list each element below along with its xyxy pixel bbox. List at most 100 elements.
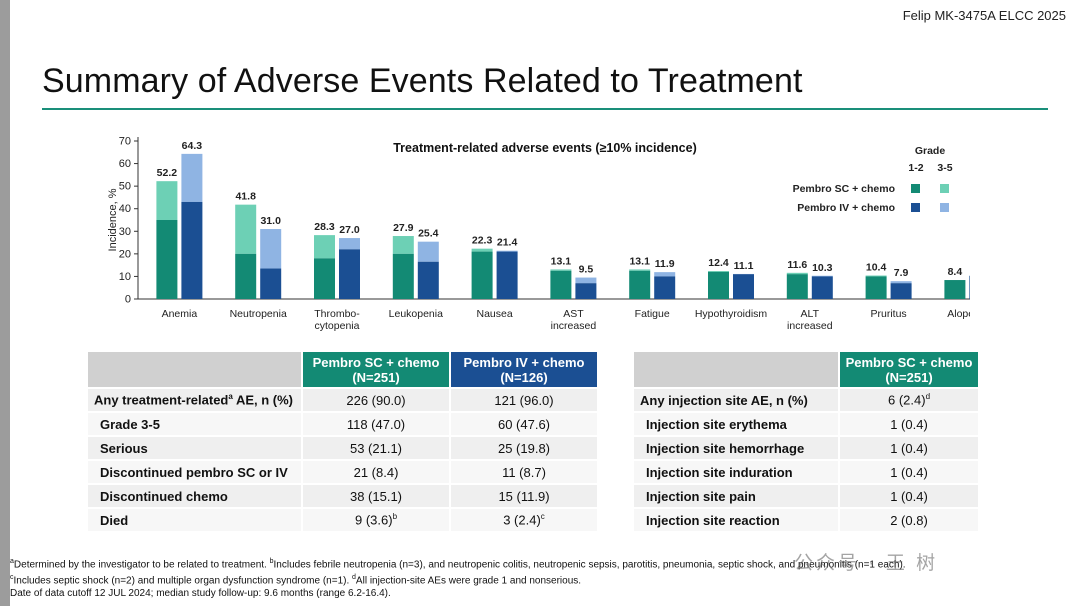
chart-title: Treatment-related adverse events (≥10% i… bbox=[393, 141, 697, 155]
value-iv: 121 (96.0) bbox=[451, 389, 597, 411]
adverse-events-bar-chart: 0 10 20 30 40 50 60 70 Incidence, % Treatment-rel… bbox=[107, 136, 970, 332]
bar-sc-grade-3-5 bbox=[471, 251, 493, 299]
data-label: 7.9 bbox=[894, 267, 909, 279]
table1-header-iv: Pembro IV + chemo (N=126) bbox=[451, 352, 597, 387]
bar-sc-grade-1-2 bbox=[392, 236, 414, 254]
x-tick-label: increased bbox=[551, 320, 597, 332]
bar-sc-grade-3-5 bbox=[786, 274, 808, 299]
x-tick-label: ALT bbox=[801, 308, 820, 320]
table-row: Discontinued pembro SC or IV 21 (8.4) 11 (… bbox=[88, 461, 597, 483]
citation: Felip MK-3475A ELCC 2025 bbox=[902, 8, 1066, 23]
value-iv: 25 (19.8) bbox=[451, 437, 597, 459]
y-tick-label: 10 bbox=[119, 271, 131, 283]
data-label: 8.4 bbox=[948, 266, 963, 278]
legend-header: Grade bbox=[915, 145, 946, 157]
table-row: Injection site induration 1 (0.4) bbox=[634, 461, 978, 483]
bar-iv-grade-3-5 bbox=[339, 249, 360, 299]
row-label: Injection site hemorrhage bbox=[634, 437, 838, 459]
data-label: 27.9 bbox=[393, 222, 414, 234]
bar-sc-grade-1-2 bbox=[471, 248, 493, 252]
y-tick-label: 50 bbox=[119, 181, 131, 193]
bar-sc-grade-3-5 bbox=[865, 276, 887, 299]
bar-iv-grade-3-5 bbox=[575, 283, 597, 299]
row-label: Died bbox=[88, 509, 301, 531]
injection-site-ae-table: Pembro SC + chemo (N=251) Any injection … bbox=[632, 350, 980, 533]
x-tick-label: Leukopenia bbox=[389, 308, 443, 320]
legend-series-label: Pembro IV + chemo bbox=[797, 202, 895, 214]
table-row: Any injection site AE, n (%) 6 (2.4)d bbox=[634, 389, 978, 411]
bar-sc-grade-3-5 bbox=[550, 270, 572, 299]
data-label: 10.3 bbox=[812, 262, 833, 274]
bar-sc-grade-3-5 bbox=[944, 280, 966, 299]
data-label: 9.5 bbox=[579, 264, 594, 276]
data-label: 13.1 bbox=[629, 255, 650, 267]
bar-iv-grade-1-2 bbox=[890, 281, 912, 284]
bar-iv-grade-1-2 bbox=[654, 272, 676, 277]
data-label: 12.4 bbox=[708, 257, 729, 269]
data-label: 21.4 bbox=[497, 237, 518, 249]
bar-iv-grade-3-5 bbox=[260, 268, 282, 299]
page-title: Summary of Adverse Events Related to Tre… bbox=[42, 62, 803, 100]
bar-sc-grade-1-2 bbox=[314, 235, 335, 259]
data-label: 27.0 bbox=[339, 224, 360, 236]
bar-iv-grade-1-2 bbox=[181, 153, 203, 202]
value-sc: 6 (2.4)d bbox=[840, 389, 978, 411]
table-row: Injection site erythema 1 (0.4) bbox=[634, 413, 978, 435]
footnote-line-1: aDetermined by the investigator to be re… bbox=[10, 558, 906, 571]
value-sc: 1 (0.4) bbox=[840, 461, 978, 483]
bar-sc-grade-1-2 bbox=[708, 271, 729, 272]
x-tick-label: Fatigue bbox=[635, 308, 670, 320]
bar-sc-grade-1-2 bbox=[865, 275, 887, 277]
row-label: Discontinued chemo bbox=[88, 485, 301, 507]
legend-swatch bbox=[911, 203, 920, 212]
data-label: 22.3 bbox=[472, 235, 493, 247]
bar-iv-grade-3-5 bbox=[654, 276, 676, 299]
value-sc: 21 (8.4) bbox=[303, 461, 449, 483]
footnote-line-3: Date of data cutoff 12 JUL 2024; median … bbox=[10, 587, 391, 599]
bar-sc-grade-1-2 bbox=[550, 269, 572, 271]
bar-sc-grade-3-5 bbox=[392, 253, 414, 299]
value-iv: 60 (47.6) bbox=[451, 413, 597, 435]
footnote-line-2: cIncludes septic shock (n=2) and multipl… bbox=[10, 573, 582, 587]
value-sc: 118 (47.0) bbox=[303, 413, 449, 435]
data-label: 41.8 bbox=[235, 191, 256, 203]
bar-iv-grade-3-5 bbox=[733, 274, 754, 299]
data-label: 10.4 bbox=[866, 262, 887, 274]
bar-sc-grade-1-2 bbox=[156, 181, 178, 220]
y-tick-label: 70 bbox=[119, 136, 131, 148]
bar-iv-grade-1-2 bbox=[496, 250, 518, 252]
data-label: 28.3 bbox=[314, 221, 335, 233]
table-row: Injection site pain 1 (0.4) bbox=[634, 485, 978, 507]
table1-header-sc: Pembro SC + chemo (N=251) bbox=[303, 352, 449, 387]
table-row: Any treatment-relateda AE, n (%) 226 (90.… bbox=[88, 389, 597, 411]
bar-iv-grade-1-2 bbox=[260, 229, 282, 269]
x-tick-label: Pruritus bbox=[871, 308, 907, 320]
value-iv: 3 (2.4)c bbox=[451, 509, 597, 531]
row-label: Serious bbox=[88, 437, 301, 459]
x-tick-label: increased bbox=[787, 320, 833, 332]
bar-sc-grade-3-5 bbox=[314, 258, 335, 299]
row-label: Discontinued pembro SC or IV bbox=[88, 461, 301, 483]
bar-iv-grade-1-2 bbox=[339, 238, 360, 250]
bar-iv-grade-3-5 bbox=[811, 276, 833, 299]
legend-swatch bbox=[940, 184, 949, 193]
table-row: Grade 3-5 118 (47.0) 60 (47.6) bbox=[88, 413, 597, 435]
bar-iv-grade-3-5 bbox=[969, 275, 970, 299]
bar-sc-grade-3-5 bbox=[629, 270, 651, 299]
x-tick-label: Anemia bbox=[162, 308, 198, 320]
row-label: Any injection site AE, n (%) bbox=[634, 389, 838, 411]
y-tick-label: 40 bbox=[119, 203, 131, 215]
table-row: Serious 53 (21.1) 25 (19.8) bbox=[88, 437, 597, 459]
value-sc: 1 (0.4) bbox=[840, 437, 978, 459]
x-tick-label: Thrombo- bbox=[314, 308, 360, 320]
value-sc: 226 (90.0) bbox=[303, 389, 449, 411]
row-label: Injection site reaction bbox=[634, 509, 838, 531]
y-tick-label: 30 bbox=[119, 226, 131, 238]
data-label: 25.4 bbox=[418, 228, 439, 240]
value-sc: 2 (0.8) bbox=[840, 509, 978, 531]
table2-header-sc: Pembro SC + chemo (N=251) bbox=[840, 352, 978, 387]
bar-sc-grade-1-2 bbox=[235, 204, 257, 254]
legend-col-label: 1-2 bbox=[908, 162, 923, 174]
title-divider bbox=[42, 108, 1048, 110]
row-label: Injection site pain bbox=[634, 485, 838, 507]
